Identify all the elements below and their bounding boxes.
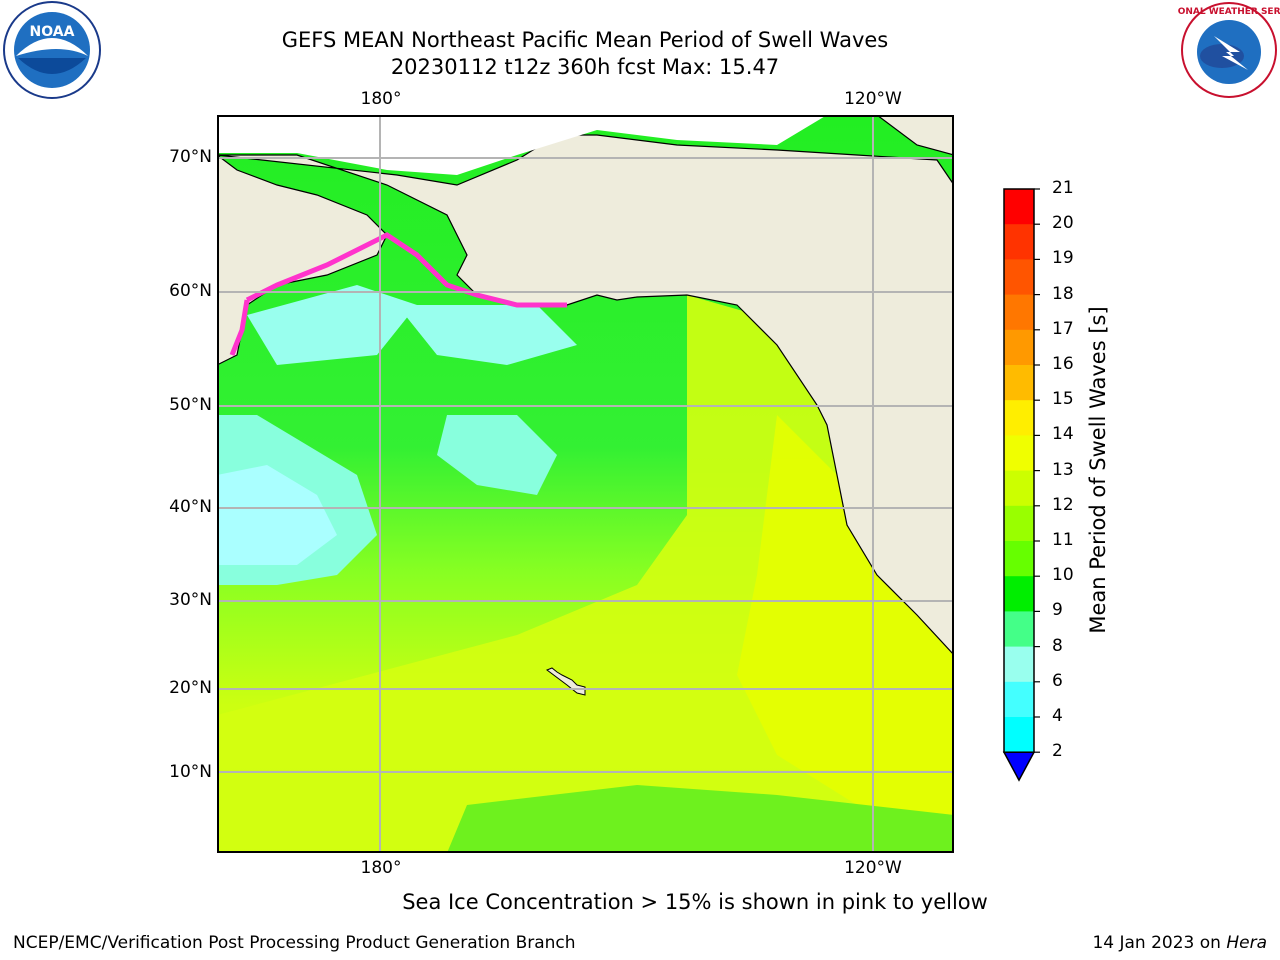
colorbar-segment [1004,505,1034,542]
colorbar [1002,188,1040,782]
colorbar-segment [1004,470,1034,507]
lat-label-40n: 40°N [169,497,212,517]
swell-zone-yellow-se [737,415,954,815]
lat-label-70n: 70°N [169,147,212,167]
colorbar-tick-label: 17 [1052,318,1074,339]
colorbar-tick-label: 14 [1052,424,1074,445]
colorbar-segment [1004,576,1034,612]
lon-label-180-top: 180° [360,89,402,109]
colorbar-segment [1004,400,1034,436]
nws-logo: NATIONAL WEATHER SERVICE [1178,2,1280,98]
land-alaska-siberia [217,134,954,656]
sea-ice-edge [245,232,567,308]
colorbar-extend-arrow [1002,751,1036,782]
lat-label-60n: 60°N [169,281,212,301]
colorbar-tick-label: 4 [1052,706,1063,726]
colorbar-tick-label: 20 [1052,213,1074,234]
nws-logo-text: NATIONAL WEATHER SERVICE [1178,7,1280,17]
colorbar-segment [1004,646,1034,683]
colorbar-segment [1004,259,1034,296]
map-frame [217,115,954,853]
colorbar-segment [1004,435,1034,472]
lat-label-50n: 50°N [169,395,212,415]
map-panel [217,115,954,853]
colorbar-segment [1004,365,1034,401]
colorbar-tick-label: 18 [1052,283,1074,304]
colorbar-tick-label: 9 [1052,600,1063,621]
colorbar-tick-label: 16 [1052,354,1074,374]
colorbar-segment [1004,717,1034,753]
colorbar-tick-label: 13 [1052,459,1074,480]
swell-zone-green-south [447,785,954,853]
colorbar-tick-label: 10 [1052,565,1074,586]
footer-org: NCEP/EMC/Verification Post Processing Pr… [13,933,576,953]
lon-label-180-bottom: 180° [360,858,402,878]
chart-title: GEFS MEAN Northeast Pacific Mean Period … [281,28,889,52]
colorbar-segment [1004,541,1034,577]
footer-date-text: 14 Jan 2023 on [1092,933,1227,953]
lon-label-120w-bottom: 120°W [844,858,902,878]
colorbar-segment [1004,189,1034,225]
colorbar-tick-label: 21 [1052,178,1074,198]
lat-label-10n: 10°N [169,762,212,782]
lon-label-120w-top: 120°W [844,89,902,109]
colorbar-segment [1004,681,1034,718]
arctic-ocean [217,115,827,175]
colorbar-title: Mean Period of Swell Waves [s] [1086,306,1110,634]
colorbar-tick-label: 19 [1052,248,1074,269]
colorbar-tick-label: 6 [1052,670,1063,691]
chart-subtitle: 20230112 t12z 360h fcst Max: 15.47 [390,55,780,79]
sea-ice-note: Sea Ice Concentration > 15% is shown in … [402,890,988,914]
noaa-logo: NOAA [3,1,101,99]
footer-host: Hera [1226,933,1267,953]
swell-zone-cyan-bering [247,285,417,365]
swell-zone-cyan-central [437,415,557,495]
colorbar-segment [1004,294,1034,331]
footer-date: 14 Jan 2023 on Hera [1092,933,1267,953]
land-arctic-islands [827,115,954,156]
colorbar-tick-label: 8 [1052,635,1063,656]
noaa-logo-text: NOAA [30,24,75,40]
colorbar-segment [1004,611,1034,648]
colorbar-segment [1004,224,1034,260]
land-siberia-west [217,154,388,366]
lat-label-30n: 30°N [169,590,212,610]
colorbar-tick-label: 2 [1052,741,1063,762]
lat-label-20n: 20°N [169,678,212,698]
colorbar-tick-label: 11 [1052,530,1074,550]
colorbar-tick-label: 12 [1052,494,1074,515]
swell-zone-cyan-west-core [217,465,337,565]
swell-zone-cyan-gulf [397,305,577,365]
colorbar-tick-label: 15 [1052,389,1074,410]
colorbar-segment [1004,329,1034,366]
sea-ice-edge-west [229,299,250,356]
graticule [217,115,954,853]
